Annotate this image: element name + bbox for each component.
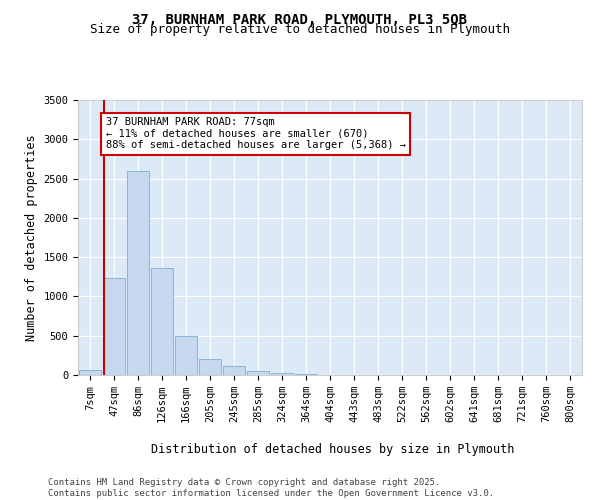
Bar [151, 268, 173, 375]
Bar [103, 278, 125, 375]
Text: Contains HM Land Registry data © Crown copyright and database right 2025.
Contai: Contains HM Land Registry data © Crown c… [48, 478, 494, 498]
Text: 37 BURNHAM PARK ROAD: 77sqm
← 11% of detached houses are smaller (670)
88% of se: 37 BURNHAM PARK ROAD: 77sqm ← 11% of det… [106, 118, 406, 150]
Bar [271, 372, 293, 375]
Bar [247, 370, 269, 375]
Bar [295, 374, 317, 375]
Y-axis label: Number of detached properties: Number of detached properties [25, 134, 38, 341]
Text: Distribution of detached houses by size in Plymouth: Distribution of detached houses by size … [151, 442, 515, 456]
Bar [223, 366, 245, 375]
Text: 37, BURNHAM PARK ROAD, PLYMOUTH, PL3 5QB: 37, BURNHAM PARK ROAD, PLYMOUTH, PL3 5QB [133, 12, 467, 26]
Text: Size of property relative to detached houses in Plymouth: Size of property relative to detached ho… [90, 22, 510, 36]
Bar [127, 172, 149, 375]
Bar [175, 336, 197, 375]
Bar [199, 358, 221, 375]
Bar [79, 370, 101, 375]
